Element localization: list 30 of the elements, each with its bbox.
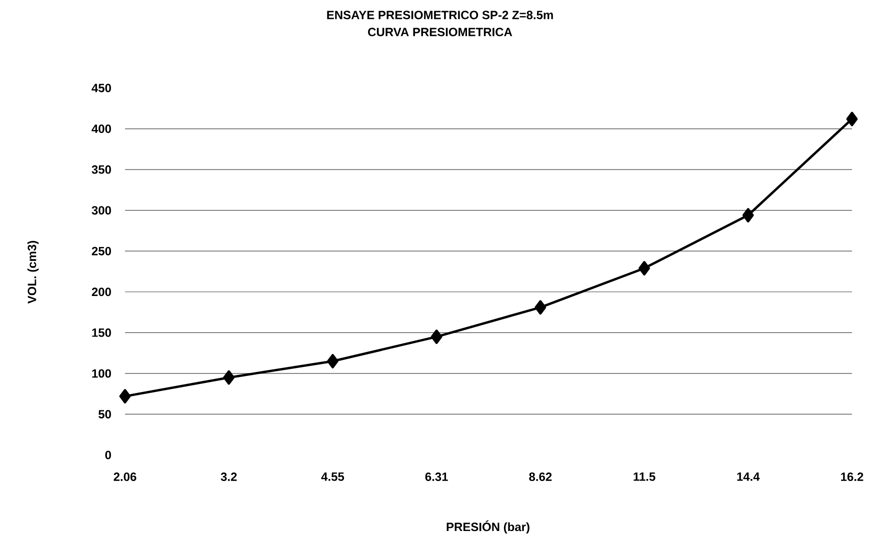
x-axis-title: PRESIÓN (bar) bbox=[446, 520, 530, 534]
point bbox=[846, 112, 858, 126]
y-axis-title: VOL. (cm3) bbox=[27, 240, 39, 304]
x-tick-label: 4.55 bbox=[321, 472, 344, 481]
x-tick-label: 8.62 bbox=[529, 472, 552, 482]
point bbox=[534, 300, 546, 315]
point bbox=[638, 261, 650, 276]
point bbox=[430, 330, 442, 344]
y-tick-label: 0 bbox=[105, 450, 111, 460]
x-tick-label: 2.06 bbox=[114, 472, 136, 482]
chart-subtitle: CURVA PRESIOMETRICA bbox=[368, 28, 512, 36]
x-tick-label: 14.4 bbox=[737, 472, 760, 481]
y-tick-label: 350 bbox=[92, 165, 111, 174]
y-tick-label: 250 bbox=[92, 246, 111, 256]
point bbox=[742, 208, 754, 222]
x-tick-label: 6.31 bbox=[425, 472, 448, 482]
y-tick-label: 450 bbox=[92, 84, 111, 92]
point bbox=[119, 389, 131, 404]
y-tick-label: 400 bbox=[92, 124, 111, 134]
point bbox=[223, 370, 235, 385]
chart-title: ENSAYE PRESIOMETRICO SP-2 Z=8.5m bbox=[327, 10, 553, 20]
x-tick-label: 16.2 bbox=[841, 472, 864, 482]
y-tick-label: 150 bbox=[92, 328, 111, 337]
y-tick-label: 200 bbox=[92, 288, 111, 296]
y-tick-label: 100 bbox=[92, 369, 111, 378]
x-tick-label: 3.2 bbox=[220, 472, 237, 482]
y-tick-label: 50 bbox=[98, 410, 111, 418]
y-tick-label: 300 bbox=[92, 206, 111, 215]
point bbox=[327, 354, 338, 368]
x-tick-label: 11.5 bbox=[634, 472, 656, 481]
